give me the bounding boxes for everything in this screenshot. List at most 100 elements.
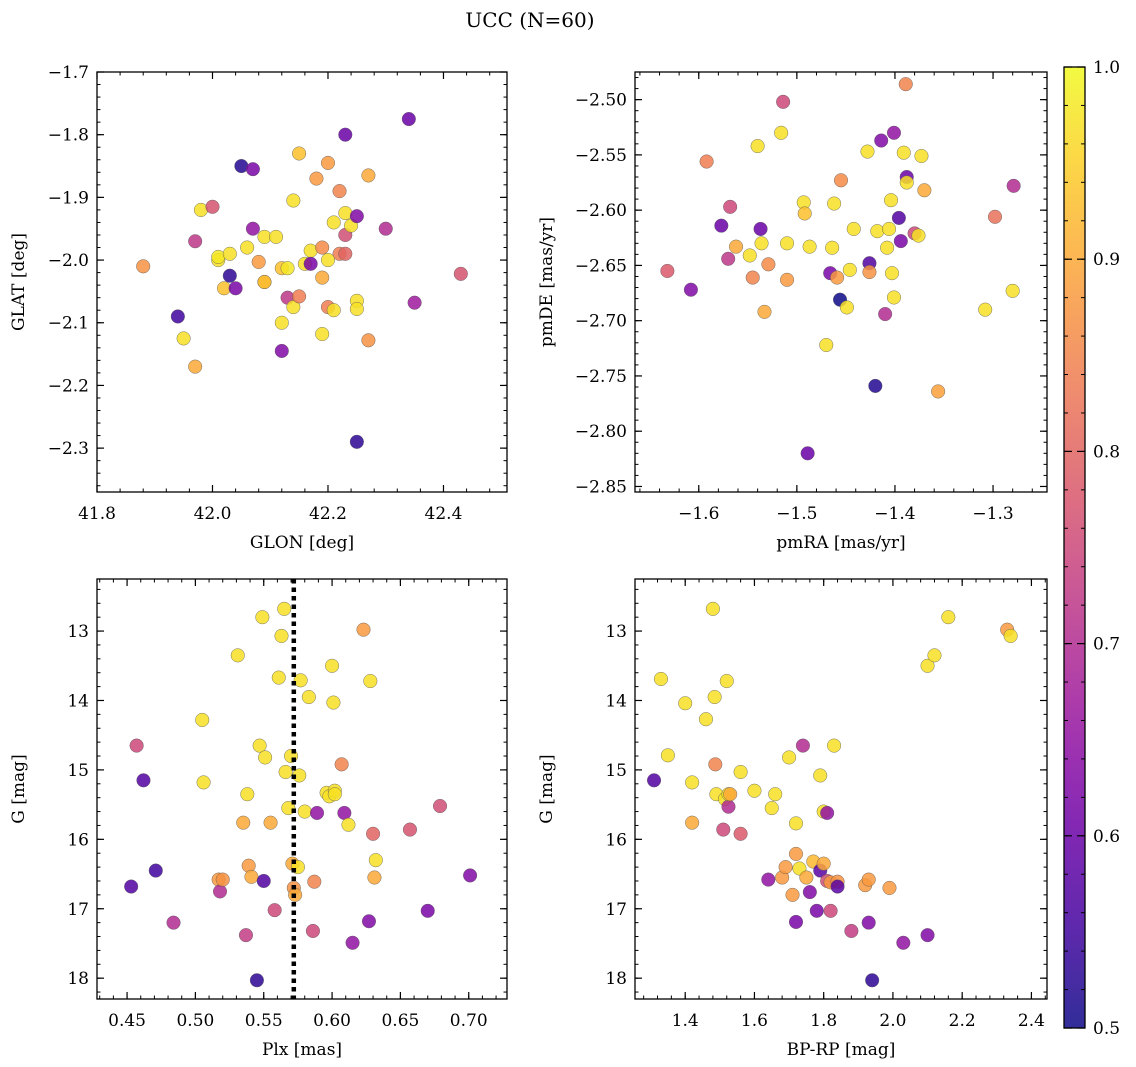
x-tick-label: −1.3 (972, 504, 1013, 524)
scatter-point (830, 879, 845, 894)
colorbar-frame (1063, 66, 1086, 1029)
scatter-point (685, 775, 700, 790)
scatter-point (188, 234, 203, 249)
scatter-point (844, 923, 859, 938)
scatter-point (778, 860, 793, 875)
x-tick-label: 1.4 (672, 1011, 699, 1031)
scatter-point (356, 622, 371, 637)
scatter-point (325, 658, 340, 673)
scatter-panel-2: −1.6 −1.5 −1.4 −1.3 −2.50 −2.55 −2.60 −2.65 −2.7… (537, 71, 1048, 553)
scatter-point (274, 628, 289, 643)
scatter-point (780, 272, 795, 287)
y-axis-label: GLAT [deg] (9, 233, 29, 331)
scatter-point (721, 799, 736, 814)
scatter-point (716, 822, 731, 837)
scatter-point (820, 805, 835, 820)
scatter-point (788, 816, 803, 831)
scatter-point (286, 193, 301, 208)
scatter-point (307, 874, 322, 889)
scatter-point (326, 695, 341, 710)
x-tick-label: 2.2 (949, 1011, 976, 1031)
scatter-point (269, 229, 284, 244)
scatter-point (745, 270, 760, 285)
colorbar-tick-label: 0.9 (1093, 250, 1120, 270)
scatter-point (882, 880, 897, 895)
scatter-point (842, 262, 857, 277)
scatter-point (228, 281, 243, 296)
scatter-point (267, 903, 282, 918)
y-tick-label: −2.50 (575, 91, 627, 111)
scatter-point (660, 748, 675, 763)
scatter-point (917, 183, 932, 198)
scatter-point (320, 253, 335, 268)
scatter-point (334, 757, 349, 772)
scatter-point (277, 601, 292, 616)
scatter-point (327, 787, 342, 802)
scatter-point (274, 315, 289, 330)
axes-frame (96, 71, 508, 493)
scatter-point (292, 289, 307, 304)
scatter-point (865, 973, 880, 988)
y-tick-label: 16 (67, 830, 89, 850)
scatter-point (345, 935, 360, 950)
panels: 41.8 42.0 42.2 42.4 −1.7 −1.8 −1.9 −2.0 −2.1 −2.2… (9, 63, 1048, 1060)
scatter-point (361, 168, 376, 183)
scatter-point (768, 787, 783, 802)
scatter-point (823, 903, 838, 918)
scatter-point (230, 648, 245, 663)
scatter-point (719, 674, 734, 689)
scatter-point (363, 674, 378, 689)
scatter-point (880, 240, 895, 255)
y-tick-label: −2.55 (575, 146, 627, 166)
scatter-point (799, 870, 814, 885)
scatter-point (802, 885, 817, 900)
x-axis-label: Plx [mas] (262, 1040, 342, 1060)
scatter-point (129, 738, 144, 753)
y-tick-label: −2.70 (575, 312, 627, 332)
x-axis-label: BP-RP [mag] (787, 1040, 896, 1060)
scatter-point (402, 822, 417, 837)
colorbar-tick-label: 0.6 (1093, 827, 1120, 847)
scatter-panel-3: 0.45 0.50 0.55 0.60 0.65 0.70 13 14 15 16 17 18 Plx … (9, 578, 508, 1060)
scatter-point (834, 173, 849, 188)
scatter-point (699, 154, 714, 169)
scatter-point (988, 209, 1003, 224)
y-axis-label: pmDE [mas/yr] (537, 217, 557, 347)
y-tick-label: 18 (605, 969, 627, 989)
scatter-point (292, 146, 307, 161)
scatter-point (764, 801, 779, 816)
y-axis-label: G [mag] (9, 754, 29, 823)
scatter-point (861, 915, 876, 930)
ticks: −1.6 −1.5 −1.4 −1.3 −2.50 −2.55 −2.60 −2.65 −2.7… (575, 72, 1047, 524)
colorbar: 0.5 0.6 0.7 0.8 0.9 1.0 (1063, 58, 1120, 1039)
scatter-point (813, 768, 828, 783)
axes-frame (96, 578, 508, 1000)
scatter-point (215, 872, 230, 887)
scatter-point (205, 199, 220, 214)
scatter-point (780, 236, 795, 251)
scatter-point (914, 148, 929, 163)
scatter-point (278, 764, 293, 779)
scatter-point (714, 218, 729, 233)
scatter-point (255, 610, 270, 625)
x-tick-label: 42.0 (194, 504, 232, 524)
markers (647, 601, 1018, 988)
y-tick-label: −2.3 (48, 439, 89, 459)
scatter-point (271, 670, 286, 685)
scatter-point (683, 282, 698, 297)
scatter-point (293, 673, 308, 688)
y-tick-label: 14 (605, 691, 627, 711)
scatter-point (249, 973, 264, 988)
scatter-point (252, 738, 267, 753)
scatter-point (320, 155, 335, 170)
scatter-point (753, 221, 768, 236)
scatter-point (785, 887, 800, 902)
scatter-point (882, 221, 897, 236)
scatter-point (463, 868, 478, 883)
axes-frame (634, 578, 1048, 1000)
markers (124, 601, 478, 988)
colorbar-gradient (1064, 67, 1085, 1028)
scatter-point (747, 783, 762, 798)
x-tick-label: −1.6 (678, 504, 719, 524)
